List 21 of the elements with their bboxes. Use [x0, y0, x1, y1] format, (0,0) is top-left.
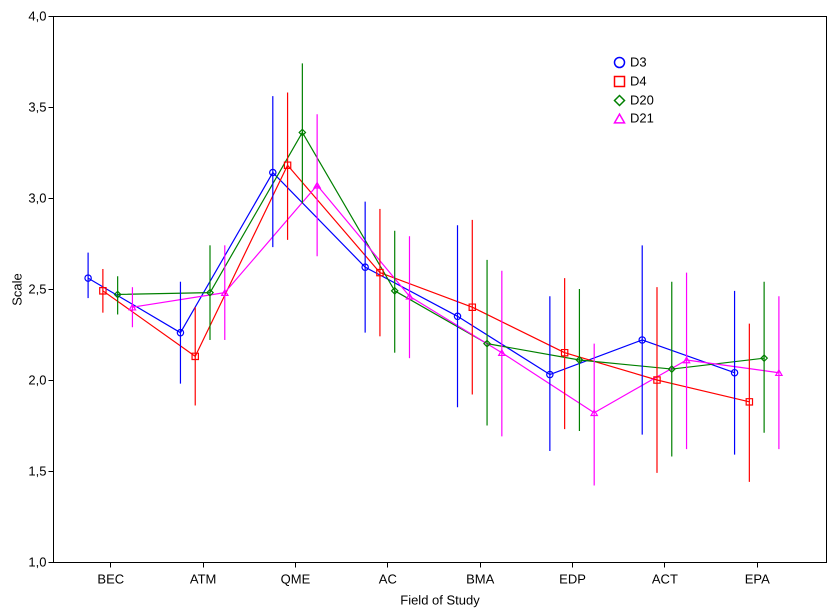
y-tick-label: 1,5	[28, 464, 46, 478]
x-tick-label: EPA	[744, 572, 770, 586]
x-tick-label: QME	[280, 572, 311, 586]
legend-label: D4	[630, 74, 647, 88]
y-tick-label: 3,5	[28, 100, 46, 114]
y-axis-title: Scale	[9, 273, 24, 306]
x-tick-label: AC	[378, 572, 397, 586]
legend-label: D21	[630, 110, 654, 126]
x-tick-label: BMA	[466, 572, 495, 586]
x-tick-label: BEC	[97, 572, 124, 586]
y-tick-label: 3,0	[28, 190, 46, 206]
legend-label: D20	[630, 92, 654, 108]
y-tick-label: 2,5	[28, 282, 46, 296]
x-axis-title: Field of Study	[400, 592, 480, 608]
legend-label: D3	[630, 54, 647, 70]
y-tick-label: 2,0	[28, 372, 46, 388]
x-tick-label: ACT	[652, 572, 678, 586]
x-tick-label: ATM	[190, 572, 216, 586]
y-tick-label: 1,0	[28, 554, 46, 570]
y-tick-label: 4,0	[28, 8, 46, 24]
x-tick-label: EDP	[559, 572, 586, 586]
